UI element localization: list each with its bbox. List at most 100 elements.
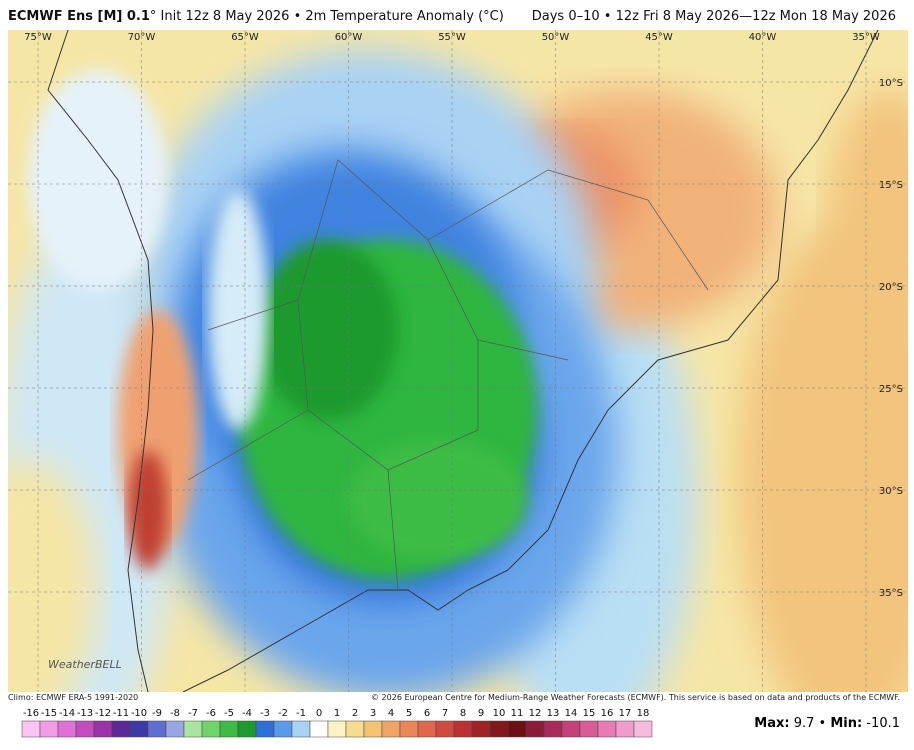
colorbar-label: 11 [511,708,524,719]
lon-label: 40°W [749,32,777,43]
colorbar-swatch [39,720,59,738]
period: Days 0–10 • 12z Fri 8 May 2026—12z Mon 1… [531,9,896,24]
logo: WeatherBELL [48,658,122,671]
colorbar-label: -1 [296,708,306,719]
colorbar-label: -8 [170,708,180,719]
colorbar: -16 -15 -14 -13 -12 -11 -10 -9 -8 -7 -6 -5 -4 -3 -2 -1 0… [21,708,653,738]
colorbar-label: 2 [352,708,358,719]
colorbar-swatch [165,720,185,738]
colorbar-swatch [381,720,401,738]
lat-label: 20°S [879,282,903,293]
lon-label: 35°W [852,32,880,43]
colorbar-label: -13 [77,708,93,719]
lon-label: 75°W [24,32,52,43]
colorbar-label: 12 [529,708,542,719]
colorbar-label: 15 [583,708,596,719]
colorbar-swatch [453,720,473,738]
colorbar-swatch [561,720,581,738]
colorbar-swatch [273,720,293,738]
colorbar-label: 18 [637,708,650,719]
colorbar-swatch [237,720,257,738]
stats: Max: 9.7 • Min: -10.1 [754,716,900,731]
map: WeatherBELL 75°W 70°W 65°W 60°W 55°W 50°W 45°W… [8,30,908,692]
lon-label: 65°W [231,32,259,43]
lon-label: 55°W [438,32,466,43]
colorbar-swatch [417,720,437,738]
lat-label: 35°S [879,588,903,599]
colorbar-label: -9 [152,708,162,719]
colorbar-swatch [345,720,365,738]
lon-label: 50°W [542,32,570,43]
colorbar-label: 17 [619,708,632,719]
lat-label: 25°S [879,384,903,395]
colorbar-label: 5 [406,708,412,719]
title: ECMWF Ens [M] 0.1 [8,9,150,24]
colorbar-swatch [525,720,545,738]
colorbar-swatch [633,720,653,738]
colorbar-label: -15 [41,708,57,719]
lon-label: 60°W [335,32,363,43]
colorbar-swatch [489,720,509,738]
colorbar-swatch [147,720,167,738]
climo: Climo: ECMWF ERA-5 1991-2020 [8,693,139,702]
colorbar-swatch [399,720,419,738]
copyright: © 2026 European Centre for Medium-Range … [371,693,900,702]
colorbar-label: 14 [565,708,578,719]
subtitle: ° Init 12z 8 May 2026 • 2m Temperature A… [149,9,504,24]
colorbar-swatch [579,720,599,738]
colorbar-swatch [21,720,41,738]
colorbar-swatch [291,720,311,738]
min-label: Min: [830,716,863,731]
lon-label: 70°W [128,32,156,43]
colorbar-label: 10 [493,708,506,719]
coastlines [47,30,879,692]
colorbar-label: 13 [547,708,560,719]
colorbar-label: -12 [95,708,111,719]
colorbar-label: -6 [206,708,216,719]
lat-label: 10°S [879,78,903,89]
lat-label: 30°S [879,486,903,497]
colorbar-label: -16 [23,708,39,719]
colorbar-swatch [219,720,239,738]
max-label: Max: [754,716,790,731]
colorbar-label: 4 [388,708,394,719]
colorbar-swatch [93,720,113,738]
colorbar-label: -2 [278,708,288,719]
colorbar-label: 6 [424,708,430,719]
colorbar-swatch [543,720,563,738]
colorbar-label: -14 [59,708,75,719]
colorbar-label: -5 [224,708,234,719]
colorbar-label: 16 [601,708,614,719]
colorbar-label: -7 [188,708,198,719]
colorbar-swatch [57,720,77,738]
lon-label: 45°W [645,32,673,43]
colorbar-swatch [597,720,617,738]
colorbar-label: -4 [242,708,252,719]
colorbar-swatch [507,720,527,738]
colorbar-label: 8 [460,708,466,719]
colorbar-swatch [129,720,149,738]
lat-label: 15°S [879,180,903,191]
colorbar-swatch [471,720,491,738]
colorbar-swatch [309,720,329,738]
colorbar-swatch [201,720,221,738]
colorbar-label: -11 [113,708,129,719]
colorbar-swatch [255,720,275,738]
colorbar-label: 7 [442,708,448,719]
colorbar-label: 3 [370,708,376,719]
colorbar-swatch [111,720,131,738]
colorbar-swatch [363,720,383,738]
header-left: ECMWF Ens [M] 0.1° Init 12z 8 May 2026 •… [8,9,504,24]
anomaly-field [8,30,908,692]
colorbar-label: -10 [131,708,147,719]
colorbar-swatch [435,720,455,738]
colorbar-swatch [183,720,203,738]
colorbar-label: 0 [316,708,322,719]
colorbar-swatch [327,720,347,738]
colorbar-label: 9 [478,708,484,719]
min-value: -10.1 [866,716,900,731]
max-value: 9.7 [793,716,815,731]
colorbar-label: 1 [334,708,340,719]
colorbar-swatch [615,720,635,738]
